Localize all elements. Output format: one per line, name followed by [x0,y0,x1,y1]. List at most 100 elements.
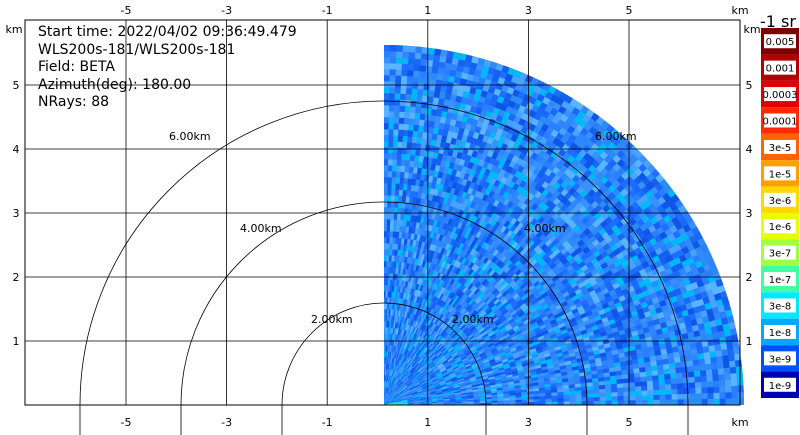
sweep-cell [384,45,391,52]
sweep-cell [394,92,402,100]
sweep-cell [427,53,435,61]
sweep-cell [384,152,389,160]
sweep-cell [401,69,409,77]
sweep-cell [387,194,392,202]
sweep-cell [398,129,405,137]
sweep-cell [404,111,411,119]
sweep-cell [717,362,725,370]
sweep-cell [384,104,390,112]
sweep-cell [409,105,417,114]
sweep-cell [389,98,396,106]
sweep-cell [400,87,408,95]
sweep-cell [394,86,402,94]
sweep-cell [384,86,390,94]
sweep-cell [384,230,388,238]
sweep-cell [397,147,403,154]
sweep-cell [396,159,402,166]
sweep-cell [670,373,678,380]
sweep-cell [675,367,683,374]
sweep-cell [384,92,390,100]
sweep-cell [388,122,395,130]
sweep-cell [628,377,636,384]
sweep-cell [384,116,390,124]
sweep-cell [402,51,410,59]
sweep-cell [401,63,409,71]
sweep-cell [693,370,702,378]
sweep-cell [387,176,393,184]
sweep-cell [417,82,425,90]
sweep-cell [393,134,399,142]
sweep-cell [408,57,416,65]
sweep-cell [418,70,427,78]
sweep-cell [384,122,390,130]
sweep-cell [412,75,420,84]
sweep-cell [392,146,399,154]
sweep-cell [402,135,409,143]
sweep-cell [391,170,397,178]
sweep-cell [384,62,391,70]
sweep-cell [681,371,690,379]
sweep-cell [403,117,410,125]
sweep-cell [384,140,390,148]
sweep-cell [403,123,410,131]
sweep-cell [406,75,414,83]
sweep-cell [395,80,402,88]
sweep-cell [397,141,404,148]
sweep-cell [389,62,397,70]
sweep-cell [389,50,397,58]
sweep-cell [388,110,395,118]
sweep-cell [393,116,400,124]
sweep-cell [391,188,396,196]
sweep-cell [393,110,401,118]
sweep-cell [384,164,389,172]
sweep-cell [384,170,389,178]
sweep-cell [418,76,426,84]
sweep-cell [646,375,654,382]
sweep-cell [717,368,725,376]
sweep-cell [386,224,391,232]
sweep-cell [408,45,417,53]
sweep-cell [395,68,403,76]
sweep-cell [388,152,394,160]
sweep-cell [407,63,415,71]
sweep-cell [384,188,389,196]
sweep-cell [675,372,684,380]
sweep-cell [732,340,740,349]
sweep-cell [693,365,701,372]
sweep-cell [427,47,436,55]
sweep-cell [387,206,392,214]
sweep-cell [640,376,648,383]
sweep-cell [681,366,689,374]
sweep-cell [396,165,402,172]
sweep-cell [399,99,407,107]
sweep-cell [384,146,389,154]
sweep-cell [384,182,389,190]
sweep-cell [390,194,396,202]
sweep-cell [401,75,408,83]
sweep-cell [388,128,395,136]
sweep-cell [387,212,392,220]
sweep-cell [384,158,389,166]
sweep-cell [384,56,391,64]
sweep-cell [698,358,706,366]
sweep-cell [391,182,397,190]
sweep-cell [389,68,397,76]
sweep-cell [396,153,403,160]
sweep-cell [398,117,405,125]
sweep-cell [419,64,427,72]
sweep-cell [384,68,391,76]
sweep-cell [384,218,388,226]
sweep-cell [412,81,419,90]
sweep-cell [402,45,411,53]
sweep-cell [410,93,418,102]
sweep-cell [384,98,390,106]
sweep-cell [392,140,399,148]
sweep-cell [384,254,387,262]
sweep-cell [405,99,412,107]
sweep-cell [728,354,736,362]
sweep-cell [388,134,394,142]
sweep-cell [384,128,390,136]
sweep-cell [699,364,707,372]
sweep-cell [384,80,391,88]
sweep-cell [389,92,396,100]
